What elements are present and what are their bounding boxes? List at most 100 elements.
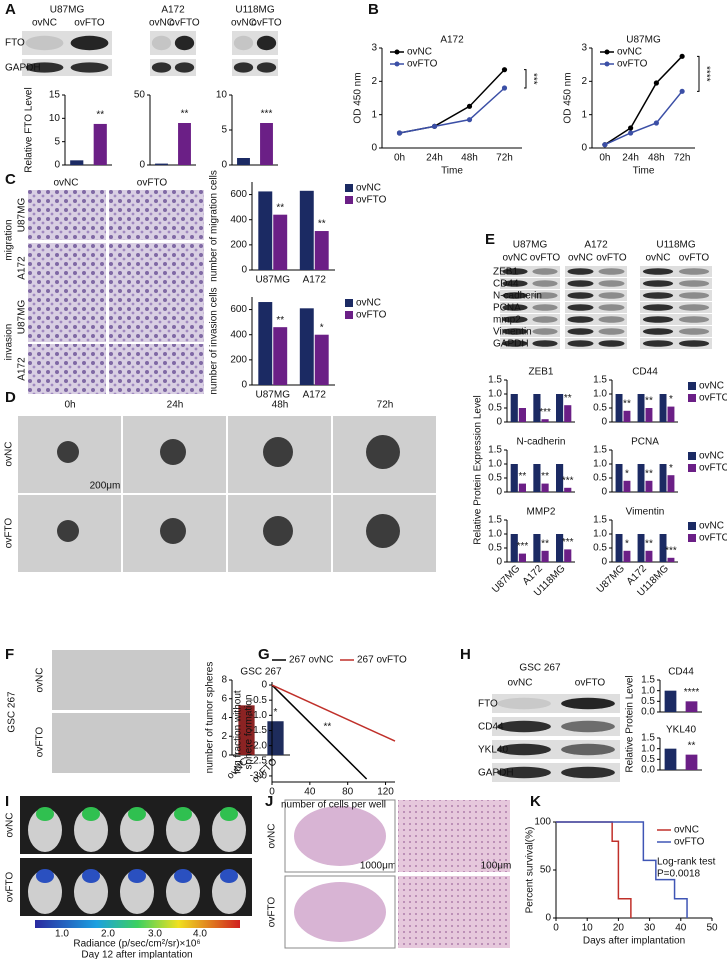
blot-band <box>567 280 594 287</box>
blot-band <box>678 328 710 335</box>
x-axis-label: Time <box>441 166 463 177</box>
y-tick-label: 15 <box>49 90 61 101</box>
significance: ** <box>645 396 653 407</box>
significance: ** <box>623 398 631 409</box>
bar <box>645 480 653 492</box>
point <box>501 67 508 73</box>
y-tick-label: 0 <box>241 380 247 391</box>
x-tick-label: 72h <box>674 153 691 164</box>
series-line <box>399 87 506 134</box>
protein-label: ZEB1 <box>493 267 518 278</box>
row-label: ovFTO <box>4 518 15 549</box>
bar <box>267 721 284 755</box>
blot-band <box>497 766 551 779</box>
y-axis-label: number of invasion cells <box>209 287 220 394</box>
legend-label: ovFTO <box>699 393 727 404</box>
significance: ** <box>541 538 549 549</box>
blot <box>500 266 560 277</box>
lane-label: ovFTO <box>679 253 710 264</box>
significance: **** <box>700 66 711 82</box>
x-tick-label: 24h <box>426 153 443 164</box>
bar <box>258 302 273 385</box>
point <box>679 88 685 94</box>
lane-label: ovFTO <box>74 18 105 29</box>
panel-label: K <box>530 793 541 810</box>
bar <box>533 464 541 492</box>
cell-line-label: GSC 267 <box>519 663 561 674</box>
time-label: 72h <box>377 400 394 411</box>
y-tick-label: 0 <box>139 160 145 171</box>
series-line <box>556 821 632 918</box>
legend-label: ovNC <box>356 183 381 194</box>
significance: ** <box>323 722 331 733</box>
x-tick-label: 50 <box>706 923 718 934</box>
x-axis-label: Time <box>633 166 655 177</box>
bar <box>533 534 541 562</box>
significance: *** <box>562 475 574 486</box>
blot-band <box>642 328 674 335</box>
y-tick-label: 1.0 <box>593 529 607 540</box>
time-label: 48h <box>272 400 289 411</box>
x-tick-label: 30 <box>644 923 656 934</box>
blot-band <box>598 316 625 323</box>
bar <box>685 701 698 712</box>
bar <box>564 405 572 422</box>
legend-label: ovFTO <box>617 59 648 70</box>
cell-line-label: A172 <box>161 5 185 16</box>
y-tick-label: 1.5 <box>641 733 655 744</box>
blot-band <box>598 268 625 275</box>
protein-label: PCNA <box>493 303 521 314</box>
blot-band <box>497 743 551 756</box>
chart-title: PCNA <box>631 437 659 448</box>
blot <box>640 338 712 349</box>
x-tick-label: U87MG <box>256 390 291 401</box>
blot-band <box>642 268 674 275</box>
mouse <box>212 808 246 852</box>
image <box>28 344 106 394</box>
colorbar-tick-label: 4.0 <box>193 929 207 940</box>
signal <box>220 807 238 821</box>
legend-label: 267 ovFTO <box>357 655 407 666</box>
legend-swatch <box>688 534 696 542</box>
blot-band <box>678 268 710 275</box>
image <box>109 243 204 293</box>
row-label: ovNC <box>5 812 16 837</box>
bar <box>541 550 549 562</box>
blot-band <box>532 316 558 323</box>
protein-label: N-cadherin <box>493 291 542 302</box>
bar <box>314 334 329 385</box>
bar <box>518 553 526 562</box>
blot-band <box>151 62 172 73</box>
blot-band <box>567 304 594 311</box>
spheroid <box>57 441 79 463</box>
spheroid <box>263 516 293 546</box>
bar <box>556 534 564 562</box>
blot <box>565 266 627 277</box>
legend-label: 267 ovNC <box>289 655 333 666</box>
blot-band <box>502 328 528 335</box>
blot <box>500 338 560 349</box>
bar <box>510 534 518 562</box>
y-tick-label: 600 <box>230 304 247 315</box>
colorbar-tick-label: 1.0 <box>55 929 69 940</box>
point <box>431 123 438 129</box>
mouse <box>28 870 62 914</box>
bar <box>299 308 314 385</box>
blot <box>640 302 712 313</box>
bracket <box>697 55 700 92</box>
blot-band <box>25 62 64 73</box>
assay-label: invasion <box>4 324 15 361</box>
point <box>653 80 659 86</box>
lane-label: ovNC <box>645 253 670 264</box>
time-label: 24h <box>167 400 184 411</box>
y-tick-label: 50 <box>134 90 146 101</box>
legend-label: ovNC <box>699 451 724 462</box>
chart-title: CD44 <box>668 667 694 678</box>
row-label: A172 <box>17 256 28 280</box>
blot <box>500 302 560 313</box>
y-tick-label: 0.5 <box>641 754 655 765</box>
bar <box>659 394 667 422</box>
legend-marker <box>604 49 610 55</box>
protein-label: CD44 <box>478 722 504 733</box>
frame <box>284 875 396 949</box>
